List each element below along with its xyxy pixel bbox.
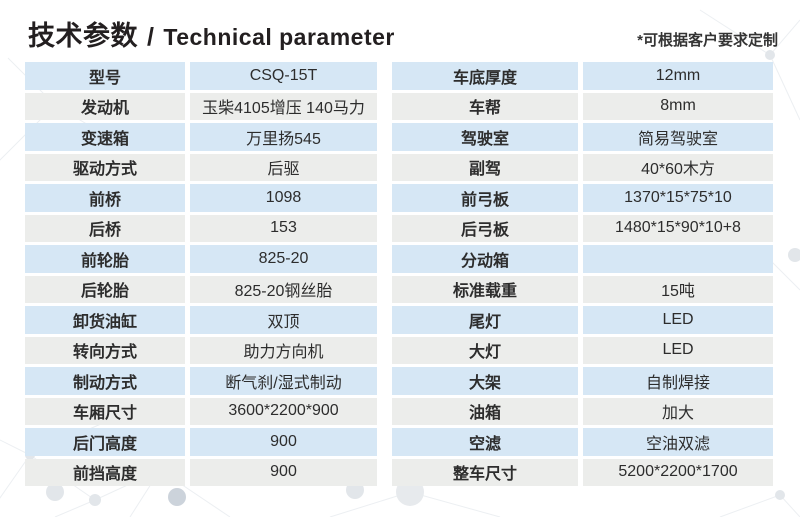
spec-row: 变速箱 万里扬545 <box>25 123 377 151</box>
spec-label-cell: 驱动方式 <box>25 153 185 181</box>
spec-row: 型号 CSQ-15T <box>25 62 377 90</box>
spec-value-cell: 1370*15*75*10 <box>583 184 773 212</box>
spec-label-cell: 前桥 <box>25 184 185 212</box>
spec-row: 车底厚度 12mm <box>392 62 773 90</box>
spec-label-cell: 大架 <box>392 367 578 395</box>
spec-value-cell: CSQ-15T <box>190 62 377 90</box>
spec-label-cell: 后门高度 <box>25 428 185 456</box>
spec-value-cell: 825-20 <box>190 245 377 273</box>
spec-row: 尾灯 LED <box>392 306 773 334</box>
spec-tables-container: 型号 CSQ-15T 发动机 玉柴4105增压 140马力 变速箱 万里扬545 驱动方式后… <box>25 62 773 486</box>
header: 技术参数 / Technical parameter *可根据客户要求定制 <box>28 14 778 53</box>
spec-value-cell: 8mm <box>583 92 773 120</box>
spec-label-cell: 标准载重 <box>392 275 578 303</box>
spec-value-cell: 900 <box>190 428 377 456</box>
spec-row: 前弓板 1370*15*75*10 <box>392 184 773 212</box>
spec-label-cell: 发动机 <box>25 92 185 120</box>
spec-label-cell: 后弓板 <box>392 214 578 242</box>
spec-value-cell: 自制焊接 <box>583 367 773 395</box>
spec-label-cell: 分动箱 <box>392 245 578 273</box>
page-title-separator: / <box>146 23 155 51</box>
spec-row: 副驾 40*60木方 <box>392 153 773 181</box>
spec-value-cell: 12mm <box>583 62 773 90</box>
spec-value-cell: 加大 <box>583 397 773 425</box>
spec-label-cell: 前轮胎 <box>25 245 185 273</box>
spec-value-cell: 助力方向机 <box>190 336 377 364</box>
spec-value-cell: 15吨 <box>583 275 773 303</box>
spec-row: 车帮 8mm <box>392 92 773 120</box>
spec-row: 整车尺寸 5200*2200*1700 <box>392 458 773 486</box>
spec-value-cell <box>583 245 773 273</box>
spec-row: 驾驶室 简易驾驶室 <box>392 123 773 151</box>
spec-label-cell: 驾驶室 <box>392 123 578 151</box>
spec-value-cell: 1480*15*90*10+8 <box>583 214 773 242</box>
spec-row: 转向方式 助力方向机 <box>25 336 377 364</box>
spec-label-cell: 变速箱 <box>25 123 185 151</box>
spec-label-cell: 前挡高度 <box>25 458 185 486</box>
spec-row: 标准载重 15吨 <box>392 275 773 303</box>
spec-value-cell: 5200*2200*1700 <box>583 458 773 486</box>
spec-label-cell: 车底厚度 <box>392 62 578 90</box>
spec-table-left: 型号 CSQ-15T 发动机 玉柴4105增压 140马力 变速箱 万里扬545 驱动方式后… <box>25 62 377 486</box>
page-title-chinese: 技术参数 <box>28 21 138 51</box>
spec-label-cell: 制动方式 <box>25 367 185 395</box>
spec-row: 后弓板 1480*15*90*10+8 <box>392 214 773 242</box>
spec-label-cell: 卸货油缸 <box>25 306 185 334</box>
spec-value-cell: LED <box>583 306 773 334</box>
spec-row: 大架 自制焊接 <box>392 367 773 395</box>
spec-value-cell: 玉柴4105增压 140马力 <box>190 92 377 120</box>
spec-value-cell: 万里扬545 <box>190 123 377 151</box>
spec-row: 前挡高度 900 <box>25 458 377 486</box>
spec-label-cell: 型号 <box>25 62 185 90</box>
spec-label-cell: 空滤 <box>392 428 578 456</box>
page-title-english: Technical parameter <box>163 24 395 50</box>
spec-value-cell: LED <box>583 336 773 364</box>
spec-value-cell: 双顶 <box>190 306 377 334</box>
spec-value-cell: 简易驾驶室 <box>583 123 773 151</box>
spec-value-cell: 空油双滤 <box>583 428 773 456</box>
spec-label-cell: 前弓板 <box>392 184 578 212</box>
spec-value-cell: 40*60木方 <box>583 153 773 181</box>
spec-value-cell: 1098 <box>190 184 377 212</box>
spec-row: 前桥 1098 <box>25 184 377 212</box>
spec-label-cell: 副驾 <box>392 153 578 181</box>
spec-value-cell: 825-20钢丝胎 <box>190 275 377 303</box>
spec-row: 油箱 加大 <box>392 397 773 425</box>
spec-row: 空滤 空油双滤 <box>392 428 773 456</box>
spec-row: 后桥 153 <box>25 214 377 242</box>
spec-value-cell: 900 <box>190 458 377 486</box>
spec-row: 分动箱 <box>392 245 773 273</box>
spec-value-cell: 后驱 <box>190 153 377 181</box>
customization-note: *可根据客户要求定制 <box>637 32 778 49</box>
spec-label-cell: 尾灯 <box>392 306 578 334</box>
spec-label-cell: 车厢尺寸 <box>25 397 185 425</box>
spec-row: 大灯 LED <box>392 336 773 364</box>
spec-row: 后门高度 900 <box>25 428 377 456</box>
spec-label-cell: 转向方式 <box>25 336 185 364</box>
spec-label-cell: 后桥 <box>25 214 185 242</box>
spec-value-cell: 3600*2200*900 <box>190 397 377 425</box>
page-title: 技术参数 / Technical parameter <box>28 14 395 53</box>
spec-table-right: 车底厚度 12mm 车帮 8mm 驾驶室 简易驾驶室 副驾 40*60木方 前弓板 1370*15… <box>392 62 773 486</box>
spec-label-cell: 大灯 <box>392 336 578 364</box>
spec-row: 后轮胎 825-20钢丝胎 <box>25 275 377 303</box>
spec-label-cell: 后轮胎 <box>25 275 185 303</box>
spec-row: 制动方式 断气刹/湿式制动 <box>25 367 377 395</box>
spec-row: 车厢尺寸 3600*2200*900 <box>25 397 377 425</box>
spec-value-cell: 153 <box>190 214 377 242</box>
spec-row: 驱动方式 后驱 <box>25 153 377 181</box>
spec-row: 卸货油缸 双顶 <box>25 306 377 334</box>
spec-row: 发动机 玉柴4105增压 140马力 <box>25 92 377 120</box>
spec-label-cell: 油箱 <box>392 397 578 425</box>
spec-label-cell: 整车尺寸 <box>392 458 578 486</box>
spec-row: 前轮胎 825-20 <box>25 245 377 273</box>
spec-value-cell: 断气刹/湿式制动 <box>190 367 377 395</box>
spec-label-cell: 车帮 <box>392 92 578 120</box>
